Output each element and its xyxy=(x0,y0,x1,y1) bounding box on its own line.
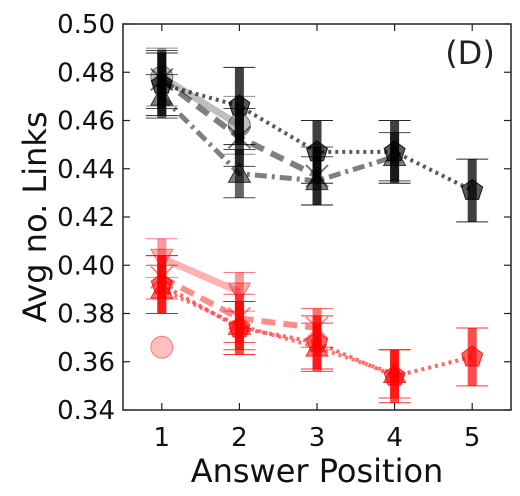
y-tick-label: 0.46 xyxy=(57,107,115,137)
x-tick-label: 2 xyxy=(231,423,248,453)
data-point xyxy=(228,94,251,116)
y-tick-label: 0.40 xyxy=(57,251,115,281)
data-point xyxy=(461,178,484,200)
data-point xyxy=(383,364,406,386)
series-line xyxy=(159,74,242,129)
data-point xyxy=(461,345,484,367)
data-point xyxy=(227,161,252,183)
axis-ticks: 0.34 0.36 0.38 0.40 0.42 0.44 0.46 0.48 0.50 1 2 3 4… xyxy=(57,10,511,453)
y-tick-label: 0.34 xyxy=(57,396,115,426)
data-point xyxy=(150,272,173,294)
data-point xyxy=(305,140,329,162)
series xyxy=(145,264,411,399)
y-tick-label: 0.38 xyxy=(57,300,115,330)
y-tick-label: 0.36 xyxy=(57,348,115,378)
x-tick-label: 5 xyxy=(464,423,481,453)
series xyxy=(145,52,489,223)
y-tick-label: 0.42 xyxy=(57,203,115,233)
x-tick-label: 4 xyxy=(386,423,403,453)
series xyxy=(145,255,489,404)
x-tick-label: 1 xyxy=(154,423,171,453)
data-point xyxy=(150,335,174,359)
series-line xyxy=(160,287,396,376)
y-tick-label: 0.44 xyxy=(57,155,115,185)
data-point xyxy=(227,282,252,304)
y-axis-title: Avg no. Links xyxy=(16,111,54,322)
x-tick-label: 3 xyxy=(309,423,326,453)
y-tick-label: 0.50 xyxy=(57,10,115,40)
series-line xyxy=(160,254,241,295)
x-axis-title: Answer Position xyxy=(191,452,444,490)
panel-label: (D) xyxy=(445,34,495,72)
series-line xyxy=(160,274,318,331)
series xyxy=(150,335,174,359)
y-tick-label: 0.48 xyxy=(57,58,115,88)
data-point xyxy=(150,72,173,94)
data-point xyxy=(305,330,329,352)
data-point xyxy=(228,316,251,338)
data-point xyxy=(383,140,406,162)
series-line xyxy=(160,94,396,184)
plot-area xyxy=(145,47,489,404)
